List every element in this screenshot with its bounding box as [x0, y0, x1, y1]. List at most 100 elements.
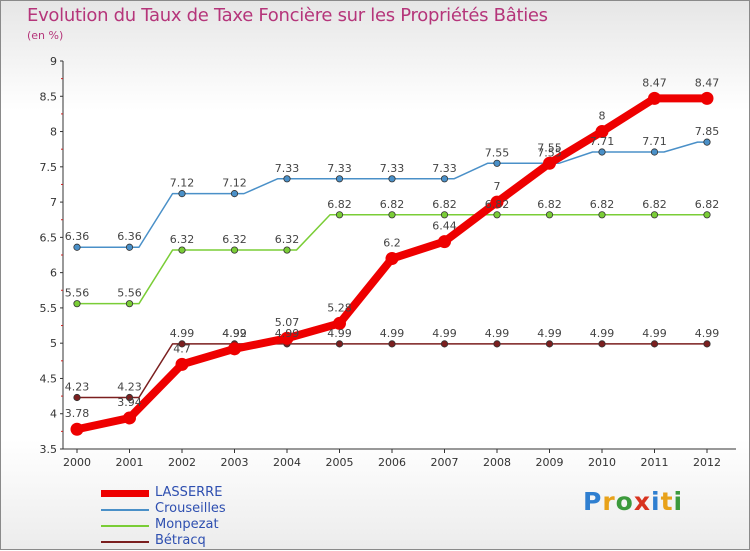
data-label: 7.12	[222, 177, 247, 190]
data-label: 7.85	[695, 125, 720, 138]
data-point	[440, 340, 449, 348]
data-point	[650, 211, 659, 219]
data-point	[650, 148, 659, 156]
data-label: 7.71	[642, 135, 667, 148]
data-point	[440, 175, 449, 183]
data-point	[545, 340, 554, 348]
data-point	[598, 148, 606, 156]
data-label: 3.94	[117, 396, 142, 409]
data-label: 6.36	[117, 230, 142, 243]
x-tick-label: 2005	[326, 456, 354, 469]
data-label: 7.71	[590, 135, 615, 148]
data-point	[178, 190, 186, 198]
x-tick-label: 2009	[536, 456, 564, 469]
proxiti-logo: Proxiti	[583, 487, 683, 516]
legend-swatch-lasserre	[101, 490, 149, 497]
data-point	[650, 340, 659, 348]
logo-letter: o	[615, 487, 634, 516]
logo-letter: i	[651, 487, 661, 516]
data-point	[493, 159, 501, 167]
logo-letter: i	[673, 487, 684, 516]
x-tick-label: 2000	[63, 456, 91, 469]
x-tick-label: 2007	[431, 456, 459, 469]
legend-swatch-betracq	[101, 541, 149, 543]
data-point	[335, 340, 344, 348]
y-tick-label: 7	[50, 196, 57, 209]
data-label: 7.33	[327, 162, 352, 175]
data-label: 6.82	[695, 198, 720, 211]
data-label: 4.23	[65, 381, 90, 394]
data-label: 3.78	[65, 407, 90, 420]
data-label: 4.99	[695, 327, 720, 340]
data-label: 7.33	[432, 162, 457, 175]
data-point	[230, 190, 239, 198]
logo-letter: r	[602, 487, 616, 516]
data-point	[283, 246, 291, 254]
data-point	[703, 138, 711, 146]
data-point	[438, 235, 451, 249]
x-tick-label: 2011	[641, 456, 669, 469]
data-label: 7.55	[537, 146, 562, 159]
data-label: 6.32	[170, 233, 195, 246]
data-label: 7.55	[537, 141, 562, 154]
legend-label-monpezat: Monpezat	[155, 517, 219, 532]
data-label: 4.99	[432, 327, 457, 340]
data-label: 4.99	[380, 327, 405, 340]
data-point	[70, 422, 84, 436]
legend-swatch-monpezat	[101, 525, 149, 527]
data-label: 4.99	[485, 327, 510, 340]
data-point	[73, 393, 81, 402]
data-label: 7.55	[485, 146, 510, 159]
data-label: 6.2	[383, 237, 401, 250]
logo-letter: P	[583, 487, 603, 516]
data-point	[283, 175, 291, 183]
data-label: 4.99	[642, 327, 667, 340]
data-point	[228, 342, 241, 356]
data-label: 7.33	[380, 162, 405, 175]
y-tick-label: 9	[50, 55, 57, 68]
data-label: 6.32	[222, 233, 247, 246]
data-label: 4.99	[275, 327, 300, 340]
x-tick-label: 2003	[221, 456, 249, 469]
y-tick-label: 3.5	[40, 443, 58, 456]
data-label: 5.56	[65, 287, 90, 300]
y-tick-label: 5.5	[40, 302, 58, 315]
y-tick-label: 7.5	[40, 161, 58, 174]
chart-title: Evolution du Taux de Taxe Foncière sur l…	[27, 5, 548, 26]
data-point	[125, 393, 134, 402]
y-tick-label: 6	[50, 267, 57, 280]
data-point	[385, 252, 399, 266]
data-point	[440, 211, 449, 219]
data-point	[490, 195, 504, 209]
y-tick-label: 4	[50, 408, 57, 421]
y-tick-label: 5	[50, 337, 57, 350]
data-point	[178, 246, 186, 254]
data-label: 4.99	[327, 327, 352, 340]
x-tick-label: 2010	[588, 456, 616, 469]
unit-label: (en %)	[27, 29, 64, 42]
data-point	[388, 175, 396, 183]
y-tick-label: 8.5	[40, 90, 58, 103]
legend-label-lasserre: LASSERRE	[155, 485, 223, 500]
data-point	[598, 211, 606, 219]
data-point	[388, 211, 396, 219]
logo-letter: t	[660, 487, 674, 516]
x-tick-label: 2006	[378, 456, 406, 469]
data-point	[125, 300, 134, 308]
data-point	[595, 125, 609, 139]
data-label: 6.82	[642, 198, 667, 211]
data-label: 5.56	[117, 287, 142, 300]
series-line-crouseilles	[76, 141, 708, 248]
data-label: 4.99	[222, 327, 247, 340]
legend-swatch-crouseilles	[101, 509, 149, 511]
data-label: 8	[599, 110, 606, 123]
data-label: 5.07	[275, 316, 300, 329]
data-point	[545, 211, 554, 219]
y-tick-label: 6.5	[40, 231, 58, 244]
data-point	[493, 340, 501, 348]
legend-label-betracq: Bétracq	[155, 533, 206, 548]
data-label: 6.82	[432, 198, 457, 211]
data-label: 6.36	[65, 230, 90, 243]
y-tick-label: 8	[50, 126, 57, 139]
